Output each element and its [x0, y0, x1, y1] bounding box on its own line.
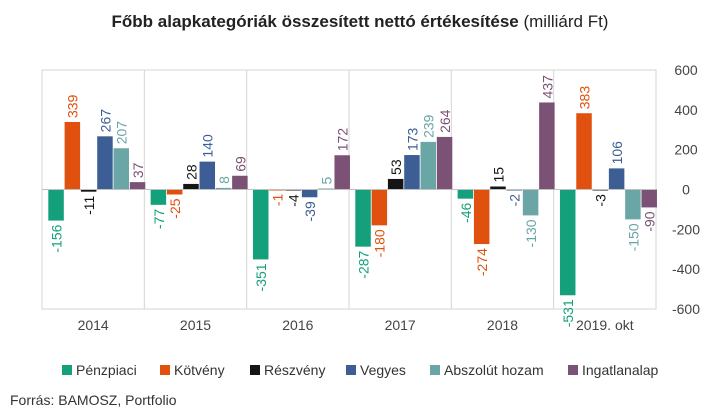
data-label: 37	[130, 162, 146, 178]
bar-kötvény	[166, 189, 183, 195]
data-label: -46	[458, 202, 474, 222]
bar-ingatlanalap	[129, 182, 146, 190]
legend-label: Ingatlanalap	[582, 362, 659, 378]
data-label: -2	[507, 194, 523, 207]
bar-kötvény	[371, 189, 388, 226]
bar-pénzpiaci	[457, 189, 474, 199]
data-label: -11	[81, 195, 97, 214]
data-label: 28	[183, 164, 199, 180]
bar-abszolút-hozam	[420, 141, 436, 190]
data-label: -90	[642, 211, 658, 231]
data-label: 69	[232, 156, 248, 172]
x-tick-label: 2019. okt	[576, 317, 634, 333]
bar-ingatlanalap	[334, 155, 350, 190]
x-tick-label: 2014	[78, 317, 109, 333]
data-label: -77	[151, 209, 167, 229]
data-label: -1	[269, 193, 285, 206]
data-label: 5	[318, 177, 334, 185]
y-tick-label: 600	[674, 62, 698, 78]
legend-label: Részvény	[264, 362, 325, 378]
data-label: 140	[200, 134, 216, 158]
data-label: -130	[523, 219, 539, 247]
source-note: Forrás: BAMOSZ, Portfolio	[10, 392, 177, 408]
bar-vegyes	[608, 168, 625, 190]
bar-pénzpiaci	[252, 189, 269, 260]
data-label: -39	[302, 201, 318, 221]
data-label: 172	[335, 128, 351, 152]
data-label: -156	[48, 224, 64, 252]
data-label: -180	[372, 229, 388, 257]
data-label: 173	[404, 127, 420, 151]
legend-label: Abszolút hozam	[444, 362, 544, 378]
data-label: 239	[421, 114, 437, 138]
legend-swatch	[62, 365, 72, 375]
legend-label: Kötvény	[174, 362, 225, 378]
bar-vegyes	[97, 136, 113, 190]
x-tick-label: 2015	[180, 317, 211, 333]
bar-vegyes	[199, 161, 216, 190]
y-tick-label: -600	[672, 301, 700, 317]
bar-pénzpiaci	[150, 189, 167, 205]
chart-title-unit: (milliárd Ft)	[523, 12, 609, 31]
bar-ingatlanalap	[232, 175, 248, 190]
legend-swatch	[250, 365, 260, 375]
y-tick-label: 0	[682, 182, 690, 198]
bar-kötvény	[576, 113, 592, 190]
data-label: -3	[593, 194, 609, 207]
data-label: 207	[114, 121, 130, 145]
bar-kötvény	[64, 121, 81, 190]
data-label: 53	[388, 159, 404, 175]
bar-részvény	[490, 186, 506, 190]
y-tick-label: -400	[672, 261, 700, 277]
data-label: 106	[609, 141, 625, 165]
bar-abszolút-hozam	[113, 148, 129, 190]
data-label: -25	[167, 198, 183, 218]
bar-részvény	[80, 189, 97, 192]
data-label: -150	[625, 223, 641, 251]
legend-swatch	[430, 365, 440, 375]
y-tick-label: 400	[674, 102, 698, 118]
y-tick-label: 200	[674, 142, 698, 158]
legend-swatch	[568, 365, 578, 375]
data-label: 437	[539, 75, 555, 99]
bar-részvény	[387, 178, 404, 190]
bar-abszolút-hozam	[522, 189, 539, 216]
chart-title-bold: Főbb alapkategóriák összesített nettó ér…	[111, 12, 519, 31]
data-label: 15	[490, 167, 506, 183]
legend-swatch	[346, 365, 356, 375]
data-label: 8	[216, 176, 232, 184]
bar-ingatlanalap	[641, 189, 657, 208]
bar-abszolút-hozam	[625, 189, 641, 220]
x-tick-label: 2016	[282, 317, 313, 333]
data-label: 339	[65, 94, 81, 118]
bar-részvény	[183, 183, 199, 190]
y-tick-label: -200	[672, 221, 700, 237]
data-label: -274	[474, 248, 490, 276]
legend-swatch	[160, 365, 170, 375]
bar-ingatlanalap	[539, 102, 555, 190]
legend-label: Vegyes	[360, 362, 406, 378]
bar-pénzpiaci	[48, 189, 64, 221]
bar-ingatlanalap	[436, 136, 453, 190]
data-label: -531	[560, 299, 576, 327]
data-label: 264	[437, 109, 453, 133]
bar-vegyes	[404, 155, 420, 190]
bar-kötvény	[473, 189, 490, 245]
bar-vegyes	[301, 189, 318, 198]
data-label: -4	[286, 194, 302, 207]
data-label: -287	[355, 250, 371, 278]
data-label: 383	[576, 86, 592, 110]
bar-pénzpiaci	[355, 189, 371, 247]
legend-label: Pénzpiaci	[76, 362, 137, 378]
chart-title: Főbb alapkategóriák összesített nettó ér…	[0, 12, 720, 32]
data-label: -351	[253, 263, 269, 291]
bar-abszolút-hozam	[215, 187, 232, 190]
data-label: 267	[97, 109, 113, 133]
x-tick-label: 2018	[487, 317, 518, 333]
x-tick-label: 2017	[385, 317, 416, 333]
bar-pénzpiaci	[559, 189, 576, 296]
